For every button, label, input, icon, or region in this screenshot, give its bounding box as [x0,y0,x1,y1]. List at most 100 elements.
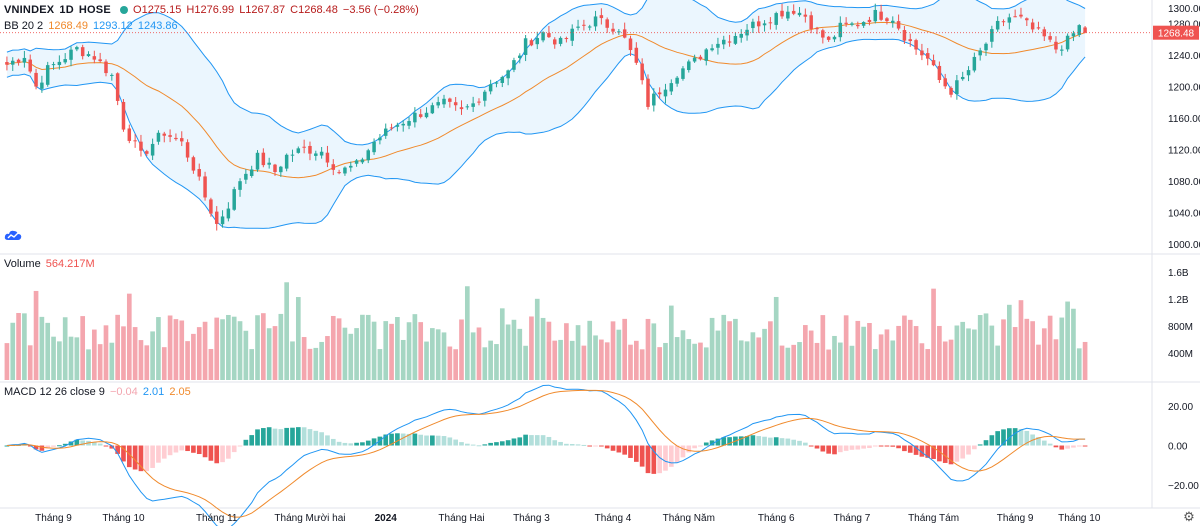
candle-body [69,49,73,60]
macd-histogram-bar [779,438,785,446]
macd-histogram-bar [27,445,33,447]
candle-body [40,82,44,89]
volume-bar [470,332,476,380]
macd-histogram-bar [587,445,593,447]
macd-histogram-bar [1047,443,1053,446]
volume-bar [768,321,773,380]
macd-histogram-bar [692,445,697,449]
volume-bar [686,339,692,380]
candle-body [681,68,685,79]
volume-bar [220,319,225,380]
candle-body [139,141,143,151]
macd-histogram-bar [977,444,983,446]
candle-body [593,16,598,27]
macd-histogram-bar [243,439,249,446]
candle-body [319,151,324,156]
volume-bar [610,321,616,380]
volume-legend[interactable]: Volume 564.217M [4,257,97,271]
candle-body [582,24,586,26]
macd-histogram-bar [808,445,814,447]
candle-body [220,216,225,225]
macd-histogram-bar [639,445,645,467]
cloud-logo-icon[interactable] [4,228,22,242]
candle-body [418,114,423,117]
volume-bar [645,318,651,380]
last-price-badge [1153,25,1199,40]
volume-bar [16,312,21,380]
settings-gear-icon[interactable]: ⚙ [1183,509,1195,524]
candle-body [115,73,120,101]
candle-body [780,10,784,17]
volume-bar [261,313,266,380]
macd-histogram-bar [371,438,377,446]
macd-histogram-bar [400,433,406,446]
volume-bar [843,315,849,380]
bb-legend[interactable]: BB 20 2 1268.49 1293.12 1243.86 [4,19,180,33]
candle-body [465,106,470,108]
volume-legend-label: Volume [4,258,41,270]
volume-bar [1006,304,1012,380]
macd-histogram-bar [995,431,1000,446]
volume-bar [301,337,307,380]
volume-bar [418,322,424,380]
macd-histogram-bar [202,445,208,458]
candle-body [722,39,726,45]
volume-bar [1065,301,1070,380]
volume-bar [290,341,295,380]
macd-histogram-bar [278,429,284,446]
macd-legend[interactable]: MACD 12 26 close 9 −0.04 2.01 2.05 [4,385,193,399]
macd-histogram-bar [424,435,429,446]
macd-histogram-bar [103,445,109,447]
volume-bar [1071,308,1076,380]
volume-bar [593,335,598,380]
volume-bar [931,288,936,380]
candle-body [914,40,918,50]
volume-bar [890,340,896,380]
candle-body [45,65,50,85]
macd-histogram-bar [668,445,674,467]
candle-body [902,30,907,41]
candle-body [325,152,330,163]
macd-histogram-bar [861,445,866,449]
symbol-legend: VNINDEX 1D HOSE O1275.15 H1276.99 L1267.… [4,3,421,17]
candle-body [523,38,528,55]
candle-body [675,77,679,84]
macd-histogram-bar [231,445,237,453]
macd-histogram-bar [1076,445,1082,447]
candle-body [5,62,9,65]
candle-body [249,169,254,176]
volume-bar [954,325,960,380]
candle-body [51,64,56,66]
candle-body [570,28,574,41]
time-tick-label: 2024 [375,513,398,524]
candle-body [506,70,510,79]
candle-body [383,128,388,136]
volume-tick-label: 400M [1168,349,1193,360]
candle-body [669,83,674,92]
volume-bar [517,328,523,380]
macd-signal-line [6,389,1086,518]
macd-histogram-bar [435,435,441,446]
bb-legend-label: BB 20 2 [4,20,44,32]
candle-body [290,154,295,156]
macd-histogram-bar [80,440,86,446]
volume-bar [692,343,697,380]
candle-body [972,56,977,71]
volume-bar [948,339,954,380]
candle-body [191,157,196,171]
candle-body [22,57,27,63]
price-tick-label: 1280.00 [1168,20,1200,31]
macd-histogram-bar [470,444,476,446]
macd-histogram-bar [441,436,447,446]
volume-bar [435,329,441,380]
volume-bar [937,325,942,380]
candle-body [104,61,108,74]
macd-histogram-bar [115,445,120,454]
candle-body [966,70,971,76]
macd-histogram-bar [791,439,797,446]
candle-body [617,31,621,33]
macd-histogram-bar [307,429,313,446]
candle-body [1030,22,1035,30]
candle-body [1019,14,1023,17]
